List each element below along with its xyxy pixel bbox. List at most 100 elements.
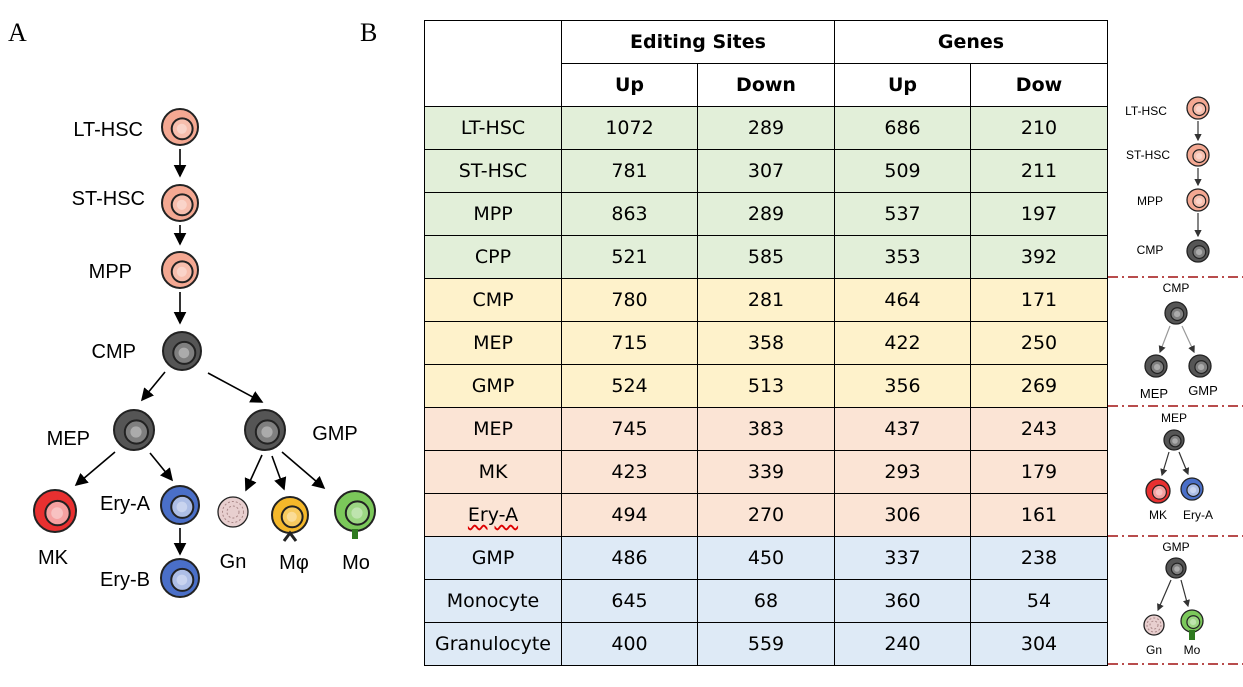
cell-label: MK [1149, 508, 1167, 522]
table-cell: 585 [697, 235, 835, 279]
table-cell: 356 [834, 364, 971, 408]
gn-cell [217, 496, 249, 528]
table-cell: 486 [561, 536, 698, 580]
row-label: GMP [424, 536, 562, 580]
table-cell: 304 [970, 622, 1108, 666]
table-row: Monocyte 645 68 360 54 [424, 579, 1108, 623]
cell-label: MK [38, 547, 69, 569]
table-row: CPP 521 585 353 392 [424, 235, 1108, 279]
table-row: MPP 863 289 537 197 [424, 192, 1108, 236]
cell-label: GMP [1188, 383, 1218, 398]
table-cell: 161 [970, 493, 1108, 537]
row-label: Monocyte [424, 579, 562, 623]
side-gmp-cell [1188, 354, 1212, 378]
cell-label: LT-HSC [73, 119, 143, 141]
row-label: MEP [424, 321, 562, 365]
cmp-cell [162, 331, 202, 371]
editing-table: Editing Sites Genes Up Down Up Dow LT-HS… [424, 20, 1108, 666]
lineage-arrows [74, 149, 326, 556]
mep-cell [113, 409, 155, 451]
table-cell: 289 [697, 106, 835, 150]
side-gmp2-cell [1165, 557, 1187, 579]
table-cell: 211 [970, 149, 1108, 193]
cell-label: Gn [220, 551, 247, 573]
table-cell: 686 [834, 106, 971, 150]
row-label: ST-HSC [424, 149, 562, 193]
table-row: Granulocyte 400 559 240 304 [424, 622, 1108, 666]
cell-label: CMP [1163, 281, 1190, 295]
panel-label-a: A [8, 18, 27, 47]
subheader-sites-down: Down [697, 63, 835, 107]
table-row: Ery-A 494 270 306 161 [424, 493, 1108, 537]
table-cell: 68 [697, 579, 835, 623]
table-cell: 179 [970, 450, 1108, 494]
panel-label-b: B [360, 18, 378, 47]
row-label: MEP [424, 407, 562, 451]
side-cells [1143, 96, 1212, 640]
ery-b-cell [160, 558, 200, 598]
row-label: MK [424, 450, 562, 494]
lineage-cells [33, 108, 376, 598]
table-cell: 353 [834, 235, 971, 279]
lt-hsc-cell [161, 108, 199, 146]
table-cell: 537 [834, 192, 971, 236]
table-cell: 780 [561, 278, 698, 322]
cell-label: CMP [1137, 243, 1164, 257]
side-gn-cell [1143, 614, 1165, 636]
table-cell: 306 [834, 493, 971, 537]
row-label: Granulocyte [424, 622, 562, 666]
mpp-cell [161, 251, 199, 289]
mo-cell [334, 490, 376, 539]
cell-label: ST-HSC [1126, 148, 1170, 162]
table-row: CMP 780 281 464 171 [424, 278, 1108, 322]
table-row: MEP 715 358 422 250 [424, 321, 1108, 365]
table-cell: 339 [697, 450, 835, 494]
table-cell: 422 [834, 321, 971, 365]
table-cell: 400 [561, 622, 698, 666]
row-label: CPP [424, 235, 562, 279]
side-ery-a-cell [1180, 477, 1204, 501]
table-cell: 645 [561, 579, 698, 623]
table-cell: 781 [561, 149, 698, 193]
cell-label: LT-HSC [1125, 104, 1167, 118]
table-cell: 745 [561, 407, 698, 451]
header-genes: Genes [834, 20, 1108, 64]
cell-label: MEP [1140, 386, 1168, 401]
side-cmp2-cell [1164, 301, 1188, 325]
cell-label: Mo [1184, 643, 1201, 657]
cell-label: Ery-A [1183, 508, 1213, 522]
row-label-text: Ery-A [467, 504, 519, 526]
cell-label: MEP [1161, 411, 1187, 425]
cell-label: MEP [47, 428, 90, 450]
table-cell: 289 [697, 192, 835, 236]
gmp-cell [244, 409, 286, 451]
table-cell: 1072 [561, 106, 698, 150]
side-mpp-cell [1186, 188, 1210, 212]
header-row-groups: Editing Sites Genes [424, 20, 1108, 107]
table-cell: 360 [834, 579, 971, 623]
header-editing-sites: Editing Sites [561, 20, 835, 64]
subheader-genes-down: Dow [970, 63, 1108, 107]
subheader-genes-up: Up [834, 63, 971, 107]
side-arrows [1157, 121, 1202, 612]
lineage-labels: LT-HSC ST-HSC MPP CMP MEP GMP MK Ery-A Ery-B Gn Mφ… [38, 119, 370, 591]
table-cell: 559 [697, 622, 835, 666]
table-cell: 494 [561, 493, 698, 537]
header-row-sub: Up Down Up Dow [425, 63, 1108, 107]
cell-label: Mφ [279, 552, 309, 574]
table-cell: 307 [697, 149, 835, 193]
table-cell: 240 [834, 622, 971, 666]
table-cell: 337 [834, 536, 971, 580]
side-cmp-cell [1186, 239, 1210, 263]
table-cell: 423 [561, 450, 698, 494]
table-cell: 513 [697, 364, 835, 408]
cell-label: ST-HSC [72, 188, 145, 210]
table-cell: 281 [697, 278, 835, 322]
table-cell: 250 [970, 321, 1108, 365]
table-cell: 171 [970, 278, 1108, 322]
side-mep-cell [1144, 354, 1168, 378]
table-cell: 383 [697, 407, 835, 451]
cell-label: Ery-A [100, 493, 151, 515]
table-cell: 54 [970, 579, 1108, 623]
